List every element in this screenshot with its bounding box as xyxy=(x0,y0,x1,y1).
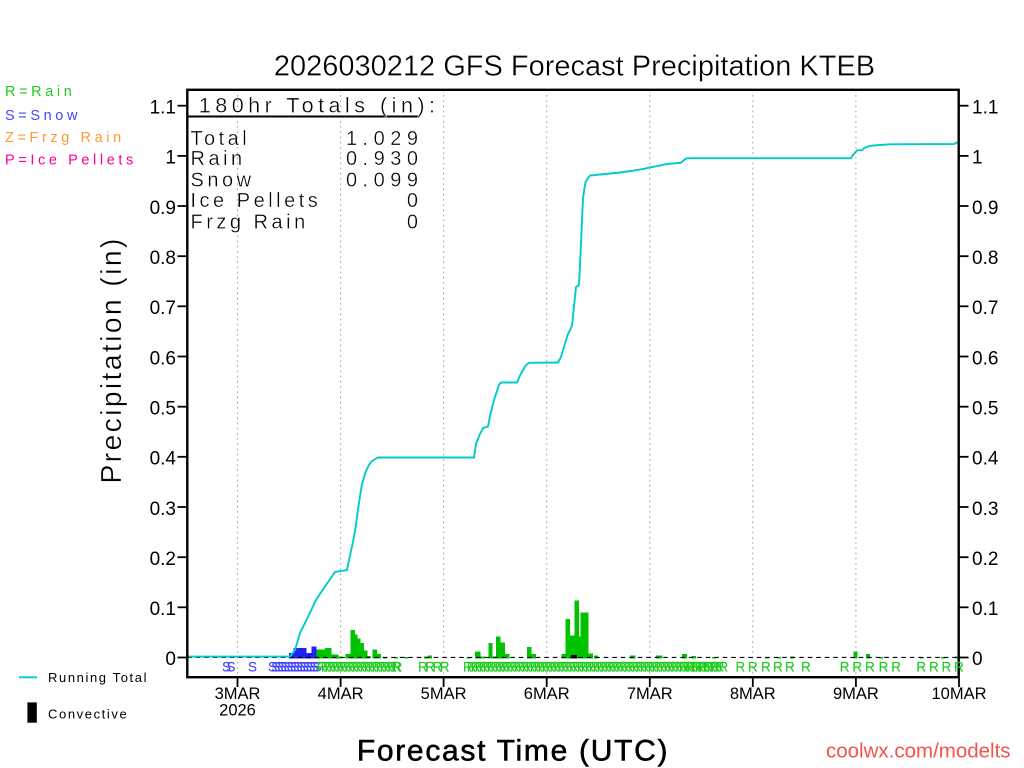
svg-text:R: R xyxy=(393,659,403,674)
svg-text:R: R xyxy=(879,659,889,674)
svg-text:1: 1 xyxy=(972,148,983,169)
svg-text:1.029: 1.029 xyxy=(346,128,424,150)
svg-text:R: R xyxy=(865,659,875,674)
svg-text:0.9: 0.9 xyxy=(150,198,176,219)
svg-text:0.1: 0.1 xyxy=(150,599,176,620)
svg-text:1.1: 1.1 xyxy=(150,97,176,118)
svg-text:0.8: 0.8 xyxy=(972,248,998,269)
svg-text:P=Ice Pellets: P=Ice Pellets xyxy=(5,153,137,169)
svg-text:0: 0 xyxy=(407,190,424,212)
svg-text:SS: SS xyxy=(222,659,235,674)
svg-text:Total: Total xyxy=(191,128,251,150)
svg-text:Frzg Rain: Frzg Rain xyxy=(191,211,309,233)
svg-text:0.2: 0.2 xyxy=(150,549,176,570)
svg-text:Running Total: Running Total xyxy=(48,670,148,685)
svg-text:SSSSSSSSSSSSSSS: SSSSSSSSSSSSSSS xyxy=(268,659,322,674)
svg-text:Snow: Snow xyxy=(191,170,255,192)
svg-text:RRRRRRRRRRRRRRRRRRRRRRRRRRRRRR: RRRRRRRRRRRRRRRRRRRRRRRRRRRRRRRRRRRRRRRR… xyxy=(463,659,728,674)
svg-text:0: 0 xyxy=(972,649,983,670)
svg-text:Precipitation (in): Precipitation (in) xyxy=(96,236,128,483)
svg-text:coolwx.com/modelts: coolwx.com/modelts xyxy=(826,740,1011,763)
svg-text:RRRR: RRRR xyxy=(418,659,450,674)
svg-text:0.1: 0.1 xyxy=(972,599,998,620)
svg-text:0.2: 0.2 xyxy=(972,549,998,570)
svg-text:0.5: 0.5 xyxy=(972,398,998,419)
svg-text:R: R xyxy=(916,659,926,674)
svg-text:0.930: 0.930 xyxy=(346,148,424,170)
svg-text:R: R xyxy=(801,659,811,674)
svg-text:1: 1 xyxy=(165,148,176,169)
svg-text:2026: 2026 xyxy=(219,701,256,719)
svg-text:0.9: 0.9 xyxy=(972,198,998,219)
svg-text:0.6: 0.6 xyxy=(972,348,998,369)
svg-text:0.099: 0.099 xyxy=(346,170,424,192)
svg-text:R: R xyxy=(773,659,783,674)
svg-text:R: R xyxy=(761,659,771,674)
svg-text:0.7: 0.7 xyxy=(150,298,176,319)
svg-text:9MAR: 9MAR xyxy=(833,685,879,703)
svg-text:180hr Totals (in):: 180hr Totals (in): xyxy=(199,94,440,118)
svg-text:Ice Pellets: Ice Pellets xyxy=(191,190,322,212)
svg-text:8MAR: 8MAR xyxy=(730,685,776,703)
svg-text:2026030212 GFS Forecast Precip: 2026030212 GFS Forecast Precipitation KT… xyxy=(274,51,875,83)
svg-text:R: R xyxy=(852,659,862,674)
svg-text:R=Rain: R=Rain xyxy=(5,84,75,100)
svg-text:3MAR: 3MAR xyxy=(215,685,261,703)
svg-text:0.7: 0.7 xyxy=(972,298,998,319)
svg-text:R: R xyxy=(942,659,952,674)
svg-text:R: R xyxy=(736,659,746,674)
svg-text:RRRR: RRRR xyxy=(679,659,708,674)
svg-text:0.3: 0.3 xyxy=(972,499,998,520)
svg-text:7MAR: 7MAR xyxy=(627,685,673,703)
svg-text:R: R xyxy=(891,659,901,674)
svg-text:0.4: 0.4 xyxy=(972,449,999,470)
svg-text:1.1: 1.1 xyxy=(972,97,998,118)
svg-text:Z=Frzg Rain: Z=Frzg Rain xyxy=(5,130,125,146)
svg-text:R: R xyxy=(785,659,795,674)
svg-text:Forecast Time (UTC): Forecast Time (UTC) xyxy=(357,735,669,768)
svg-text:0.5: 0.5 xyxy=(150,398,176,419)
svg-text:S: S xyxy=(248,659,257,674)
svg-text:Rain: Rain xyxy=(191,148,246,170)
svg-text:RRRRRRRRRRRRRRRRRRRR: RRRRRRRRRRRRRRRRRRRR xyxy=(317,659,402,674)
svg-text:Convective: Convective xyxy=(48,707,128,722)
svg-text:S=Snow: S=Snow xyxy=(5,108,81,124)
svg-text:0.8: 0.8 xyxy=(150,248,176,269)
svg-text:0: 0 xyxy=(165,649,176,670)
svg-text:0.6: 0.6 xyxy=(150,348,176,369)
svg-text:6MAR: 6MAR xyxy=(524,685,570,703)
svg-text:5MAR: 5MAR xyxy=(421,685,467,703)
svg-text:10MAR: 10MAR xyxy=(931,685,986,703)
svg-text:0.4: 0.4 xyxy=(150,449,177,470)
svg-text:R: R xyxy=(840,659,850,674)
svg-text:0.3: 0.3 xyxy=(150,499,176,520)
svg-text:R: R xyxy=(929,659,939,674)
svg-text:R: R xyxy=(748,659,758,674)
svg-text:0: 0 xyxy=(407,211,424,233)
svg-text:4MAR: 4MAR xyxy=(318,685,364,703)
